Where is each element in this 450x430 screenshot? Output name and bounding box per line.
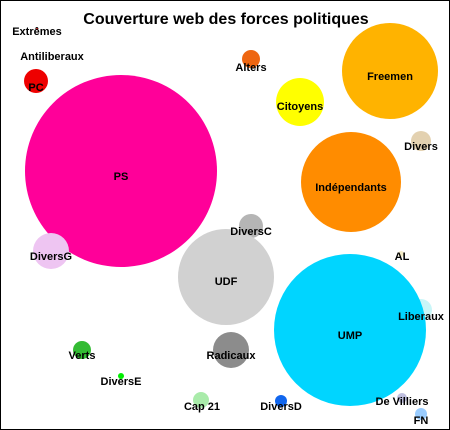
bubble-diversg — [33, 233, 69, 269]
bubble-label-al: AL — [395, 251, 410, 263]
bubble-label-diverse: DiversE — [101, 376, 142, 388]
bubble-label-diversg: DiversG — [30, 251, 72, 263]
bubble-diversd — [275, 395, 287, 407]
bubble-radicaux — [213, 332, 249, 368]
bubble-alters — [242, 50, 260, 68]
bubbles-group — [24, 23, 438, 420]
bubble-label-udf: UDF — [215, 276, 238, 288]
bubble-label-de-villiers: De Villiers — [376, 396, 429, 408]
bubble-de-villiers — [397, 393, 407, 403]
bubble-label-diversd: DiversD — [260, 401, 302, 413]
bubble-independants — [301, 132, 401, 232]
bubble-extremes — [36, 28, 38, 30]
chart-title: Couverture web des forces politiques — [83, 11, 369, 28]
bubble-label-verts: Verts — [69, 350, 96, 362]
bubble-citoyens — [276, 78, 324, 126]
labels-group: Extrêmes Antiliberaux PC Alters Citoyens Free… — [12, 26, 445, 427]
bubble-label-ps: PS — [114, 171, 129, 183]
bubble-label-liberaux: Liberaux — [398, 311, 445, 323]
bubble-udf — [178, 229, 274, 325]
bubble-label-pc: PC — [28, 82, 43, 94]
bubble-ump — [274, 254, 426, 406]
bubble-ps — [25, 75, 217, 267]
bubble-verts — [73, 341, 91, 359]
bubble-label-diversc: DiversC — [230, 226, 272, 238]
bubble-label-alters: Alters — [235, 62, 266, 74]
bubble-al — [398, 251, 404, 257]
bubble-freemen — [342, 23, 438, 119]
bubble-label-divers: Divers — [404, 141, 438, 153]
bubble-label-freemen: Freemen — [367, 71, 413, 83]
bubble-label-fn: FN — [414, 415, 429, 427]
bubble-diverse — [118, 373, 124, 379]
bubble-pc — [24, 69, 48, 93]
bubble-label-cap-21: Cap 21 — [184, 401, 220, 413]
bubble-diversc — [239, 214, 263, 238]
bubble-label-extremes: Extrêmes — [12, 26, 62, 38]
bubble-label-citoyens: Citoyens — [277, 101, 323, 113]
bubble-label-ump: UMP — [338, 330, 362, 342]
bubble-label-antiliberaux: Antiliberaux — [20, 51, 84, 63]
bubble-divers — [411, 131, 431, 151]
bubble-label-radicaux: Radicaux — [207, 350, 257, 362]
bubble-cap-21 — [193, 392, 209, 408]
bubble-label-independants: Indépendants — [315, 182, 387, 194]
bubble-fn — [415, 408, 427, 420]
